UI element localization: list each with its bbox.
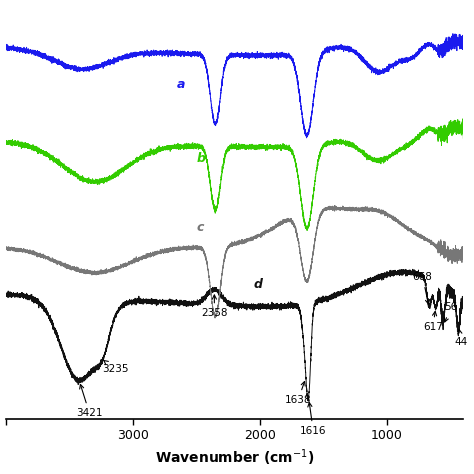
Text: 44: 44: [455, 329, 468, 346]
Text: c: c: [196, 221, 204, 234]
Text: 1638: 1638: [285, 382, 311, 405]
Text: d: d: [254, 278, 263, 291]
Text: 2358: 2358: [201, 295, 228, 319]
Text: 3421: 3421: [76, 384, 103, 418]
Text: b: b: [196, 152, 205, 165]
Text: 1616: 1616: [300, 402, 327, 436]
X-axis label: Wavenumber (cm$^{-1}$): Wavenumber (cm$^{-1}$): [155, 448, 314, 468]
Text: a: a: [177, 78, 186, 91]
Text: 56: 56: [445, 302, 458, 322]
Text: 668: 668: [413, 272, 433, 304]
Text: 3235: 3235: [102, 360, 129, 374]
Text: 617: 617: [423, 311, 443, 332]
